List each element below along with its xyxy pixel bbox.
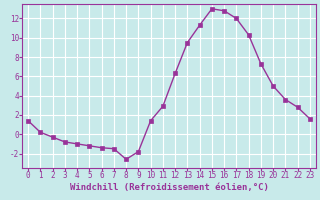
X-axis label: Windchill (Refroidissement éolien,°C): Windchill (Refroidissement éolien,°C) xyxy=(69,183,268,192)
